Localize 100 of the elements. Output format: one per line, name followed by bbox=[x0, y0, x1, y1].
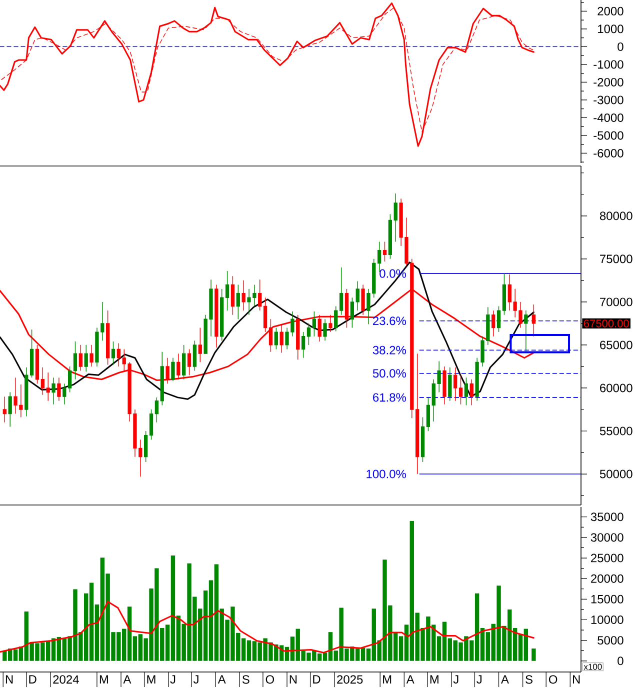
candlestick bbox=[78, 344, 82, 372]
x-tick-label: J bbox=[453, 675, 458, 684]
candlestick bbox=[24, 366, 28, 417]
x-tick-label: J bbox=[476, 675, 482, 684]
candlestick bbox=[394, 193, 398, 242]
candlestick bbox=[192, 340, 197, 372]
candlestick bbox=[334, 306, 338, 332]
candlestick bbox=[46, 372, 50, 402]
candlestick bbox=[388, 214, 392, 260]
x-tick-label: D bbox=[313, 675, 320, 684]
candlestick bbox=[496, 306, 501, 332]
x-tick-label: O bbox=[266, 675, 274, 684]
candlestick bbox=[458, 374, 463, 405]
candlestick bbox=[144, 430, 148, 462]
line-series bbox=[0, 262, 534, 400]
candlestick bbox=[68, 366, 72, 393]
candlestick bbox=[323, 318, 327, 342]
candlestick bbox=[230, 276, 235, 316]
candlestick bbox=[214, 284, 218, 348]
y-tick-label: 5000 bbox=[598, 636, 624, 645]
candlestick bbox=[448, 366, 452, 402]
x-tick-label: S bbox=[242, 675, 250, 684]
y-tick-label: 75000 bbox=[600, 254, 632, 264]
candlestick bbox=[40, 366, 44, 396]
candlestick bbox=[301, 332, 306, 358]
candlestick bbox=[420, 416, 425, 462]
x-tick-label: O bbox=[548, 675, 558, 684]
candlestick bbox=[171, 358, 175, 382]
y-tick-label: 2000 bbox=[598, 6, 624, 16]
line-series bbox=[0, 600, 534, 654]
candlestick bbox=[416, 353, 420, 474]
y-tick-label: 20000 bbox=[591, 574, 624, 583]
y-tick-label: 70000 bbox=[600, 298, 632, 306]
candlestick bbox=[268, 318, 273, 352]
candlestick bbox=[426, 397, 430, 432]
x-tick-label: N bbox=[290, 675, 297, 684]
series-label: 38.2% bbox=[372, 346, 406, 354]
candlestick bbox=[30, 329, 34, 378]
candlestick bbox=[263, 297, 268, 332]
candlestick bbox=[236, 284, 240, 320]
candlestick bbox=[220, 288, 224, 342]
y-tick-label: -5000 bbox=[594, 131, 624, 140]
y-tick-label: 80000 bbox=[600, 212, 632, 220]
y-tick-label: 55000 bbox=[600, 426, 632, 436]
x-tick-label: N bbox=[573, 675, 580, 684]
x-tick-label: M bbox=[430, 675, 438, 684]
candlestick bbox=[242, 280, 246, 311]
x-tick-label: N bbox=[6, 675, 13, 684]
y-tick-label: 50000 bbox=[600, 470, 632, 478]
text: 67500.00 bbox=[584, 320, 629, 328]
x-tick-label: M bbox=[100, 675, 108, 684]
candlestick bbox=[524, 310, 528, 352]
y-tick-label: 35000 bbox=[590, 512, 624, 522]
x-tick-label: 2024 bbox=[53, 675, 79, 684]
candlestick bbox=[464, 377, 468, 406]
bar bbox=[532, 648, 536, 661]
candlestick bbox=[492, 310, 496, 337]
candlestick bbox=[160, 351, 164, 406]
y-tick-label: 0 bbox=[618, 42, 624, 51]
x-tick-label: J bbox=[193, 675, 198, 684]
y-tick-label: -3000 bbox=[594, 96, 624, 104]
candlestick bbox=[296, 314, 300, 360]
y-tick-label: 0 bbox=[618, 656, 624, 666]
series-label: 50.0% bbox=[372, 369, 406, 378]
series-label: 61.8% bbox=[373, 393, 406, 402]
candlestick bbox=[258, 279, 262, 311]
candlestick bbox=[377, 241, 382, 272]
series-label: 23.6% bbox=[373, 316, 406, 326]
text: x100 bbox=[584, 664, 602, 670]
y-tick-label: -4000 bbox=[594, 113, 624, 122]
y-tick-label: 60000 bbox=[600, 384, 632, 392]
x-tick-label: A bbox=[406, 675, 414, 684]
x-tick-label: M bbox=[383, 675, 392, 684]
candlestick bbox=[84, 344, 88, 372]
candlestick bbox=[187, 348, 192, 376]
candlestick bbox=[442, 366, 446, 405]
y-tick-label: 30000 bbox=[590, 533, 624, 542]
candlestick bbox=[182, 344, 186, 380]
candlestick bbox=[328, 314, 332, 332]
y-tick-label: 15000 bbox=[591, 594, 624, 604]
candlestick bbox=[52, 377, 56, 405]
candlestick bbox=[502, 273, 506, 316]
x-tick-label: A bbox=[500, 675, 509, 684]
candlestick bbox=[350, 297, 354, 328]
candlestick bbox=[73, 341, 78, 380]
y-tick-label: -6000 bbox=[594, 148, 624, 158]
x-tick-label: A bbox=[218, 675, 226, 684]
candlestick bbox=[339, 267, 344, 316]
y-tick-label: 65000 bbox=[600, 340, 632, 350]
candlestick bbox=[470, 379, 474, 406]
candlestick bbox=[318, 314, 322, 342]
x-tick-label: S bbox=[526, 675, 532, 684]
candlestick bbox=[356, 280, 360, 311]
candlestick bbox=[274, 327, 278, 350]
x-tick-label: 2025 bbox=[337, 675, 363, 684]
series-label: 100.0% bbox=[366, 470, 406, 478]
candlestick bbox=[57, 377, 61, 402]
x-tick-label: M bbox=[147, 675, 156, 684]
candlestick bbox=[149, 409, 154, 440]
candlestick bbox=[8, 392, 12, 428]
